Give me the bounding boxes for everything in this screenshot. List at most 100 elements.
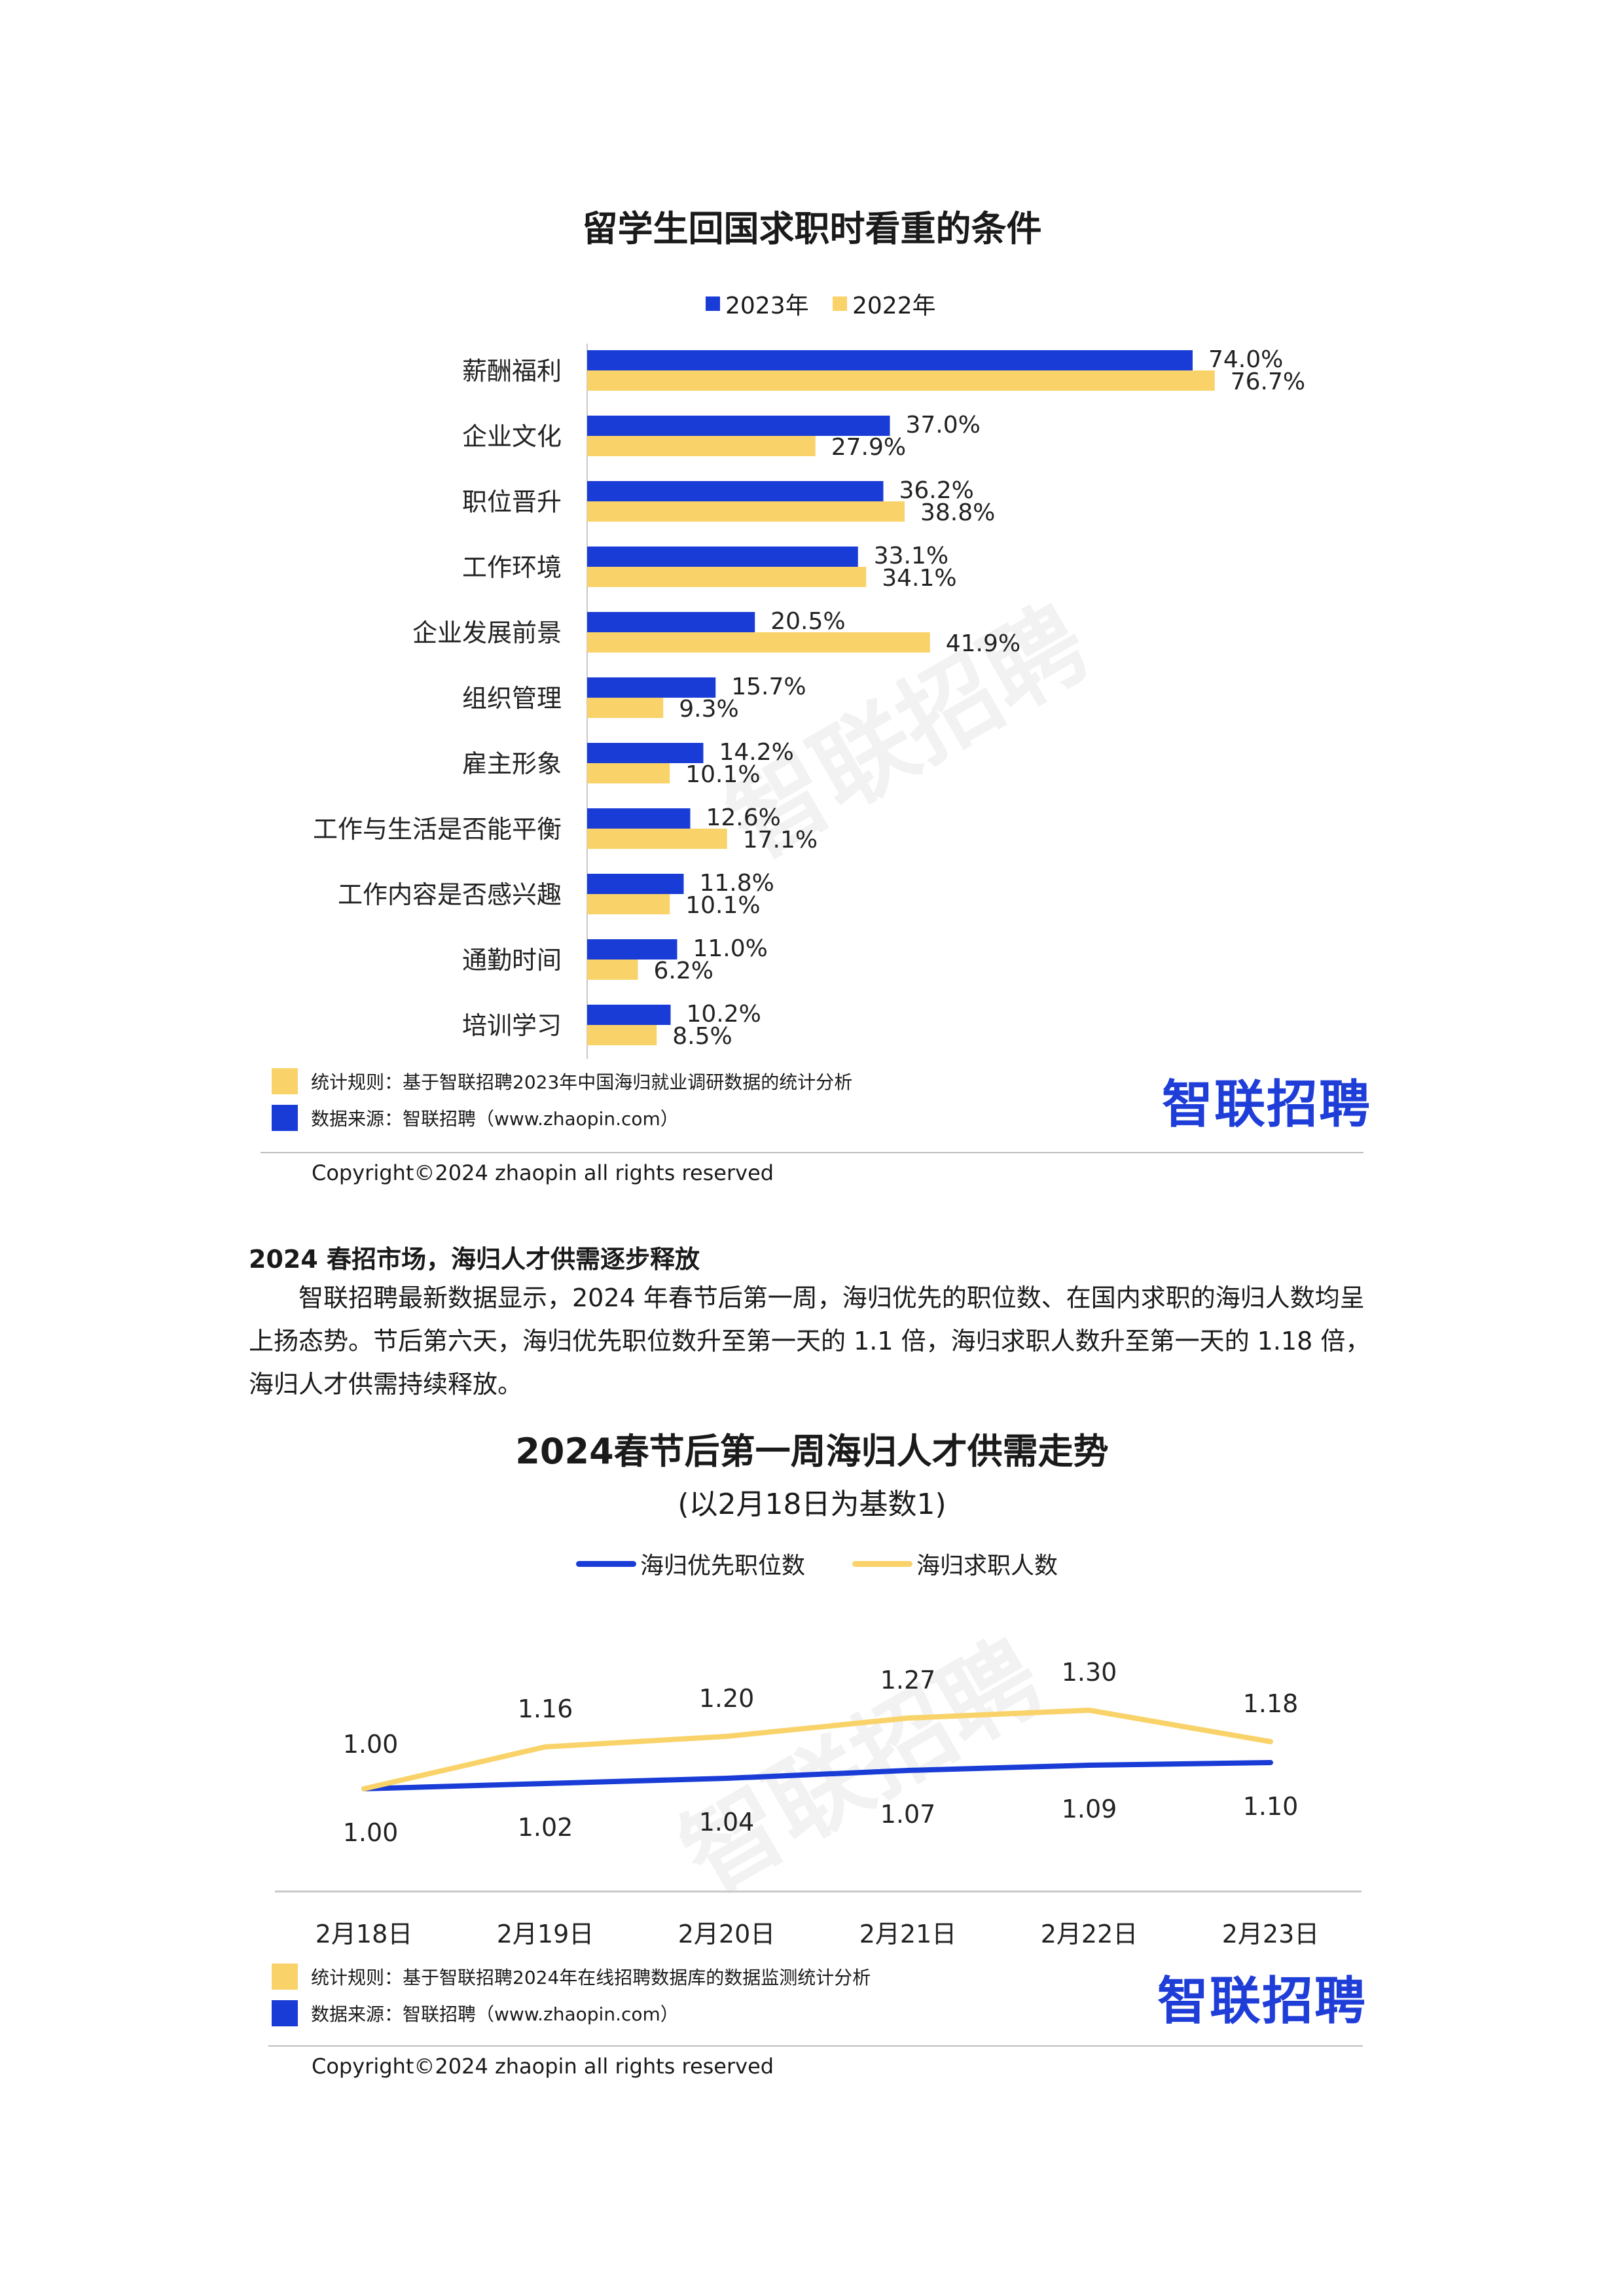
rule-note-text: 统计规则：基于智联招聘2023年中国海归就业调研数据的统计分析: [311, 1071, 853, 1093]
category-label: 工作环境: [462, 553, 562, 582]
x-tick-label: 2月18日: [316, 1920, 413, 1948]
line-jobs: [361, 1760, 1273, 1791]
value-label-2022: 8.5%: [672, 1023, 732, 1050]
data-label-jobs: 1.00: [343, 1818, 399, 1847]
bar-2022: [587, 1025, 657, 1045]
value-label-2022: 38.8%: [920, 499, 995, 526]
source-note-swatch: [272, 1105, 298, 1131]
value-label-2022: 10.1%: [685, 761, 760, 788]
brand-logo: 智联招聘: [1157, 1972, 1367, 2031]
bar-2023: [587, 808, 691, 829]
bar-2022: [587, 567, 867, 587]
category-label: 组织管理: [462, 684, 562, 713]
bar-2022: [587, 829, 727, 849]
category-label: 工作内容是否感兴趣: [338, 880, 562, 909]
rule-note-text: 统计规则：基于智联招聘2024年在线招聘数据库的数据监测统计分析: [311, 1967, 871, 1988]
legend-swatch-jobs: [576, 1560, 636, 1567]
source-note: 数据来源：智联招聘（www.zhaopin.com）: [272, 2000, 679, 2026]
line-seekers: [361, 1708, 1273, 1791]
value-label-2023: 36.2%: [899, 477, 974, 504]
rule-note: 统计规则：基于智联招聘2023年中国海归就业调研数据的统计分析: [272, 1068, 852, 1094]
section-heading: 2024 春招市场，海归人才供需逐步释放: [249, 1245, 700, 1274]
category-label: 工作与生活是否能平衡: [313, 815, 562, 844]
copyright: Copyright©2024 zhaopin all rights reserv…: [312, 1160, 774, 1185]
category-label: 薪酬福利: [462, 357, 562, 386]
bar-2022: [587, 698, 664, 718]
legend-jobs: 海归优先职位数: [576, 1547, 805, 1581]
legend-label-seekers: 海归求职人数: [916, 1552, 1058, 1579]
bar-2023: [587, 939, 677, 960]
legend-swatch-2022: [833, 296, 847, 311]
rule-note-swatch: [272, 1964, 298, 1990]
bar-2022: [587, 632, 930, 653]
data-label-seekers: 1.27: [880, 1666, 936, 1695]
legend-seekers: 海归求职人数: [852, 1547, 1058, 1581]
value-label-2023: 14.2%: [719, 739, 794, 766]
divider-line: [261, 1152, 1363, 1153]
value-label-2023: 37.0%: [906, 412, 981, 439]
value-label-2023: 33.1%: [874, 543, 948, 569]
bar-2023: [587, 350, 1193, 370]
value-label-2022: 9.3%: [679, 696, 738, 723]
category-label: 培训学习: [462, 1011, 562, 1040]
value-label-2023: 12.6%: [706, 804, 781, 831]
data-label-jobs: 1.10: [1243, 1792, 1299, 1821]
legend-label-2023: 2023年: [725, 293, 809, 319]
value-label-2023: 10.2%: [687, 1001, 761, 1028]
category-label: 职位晋升: [462, 488, 562, 516]
x-tick-label: 2月21日: [859, 1920, 957, 1948]
x-tick-label: 2月22日: [1041, 1920, 1138, 1948]
bar-2023: [587, 677, 716, 698]
bar-2023: [587, 547, 858, 567]
bar-chart-title: 留学生回国求职时看重的条件: [582, 208, 1042, 249]
bar-2023: [587, 743, 704, 763]
data-label-jobs: 1.07: [880, 1800, 936, 1829]
bar-2023: [587, 1005, 671, 1025]
value-label-2023: 15.7%: [731, 673, 806, 700]
value-label-2023: 11.0%: [693, 935, 768, 962]
rule-note-swatch: [272, 1068, 298, 1094]
bar-2022: [587, 436, 816, 456]
category-label: 企业文化: [462, 422, 562, 451]
legend-swatch-2023: [706, 296, 720, 311]
x-tick-label: 2月20日: [678, 1920, 776, 1948]
value-label-2023: 20.5%: [770, 608, 845, 635]
value-label-2022: 76.7%: [1231, 368, 1305, 395]
source-note-text: 数据来源：智联招聘（www.zhaopin.com）: [311, 2003, 679, 2025]
bar-2023: [587, 874, 684, 894]
bar-2023: [587, 481, 884, 501]
value-label-2022: 34.1%: [882, 565, 956, 592]
legend-2023: 2023年: [706, 287, 809, 321]
data-label-seekers: 1.00: [343, 1730, 399, 1759]
x-tick-label: 2月23日: [1222, 1920, 1320, 1948]
value-label-2022: 17.1%: [743, 827, 818, 853]
category-label: 雇主形象: [462, 749, 562, 778]
rule-note: 统计规则：基于智联招聘2024年在线招聘数据库的数据监测统计分析: [272, 1964, 871, 1990]
data-label-jobs: 1.04: [699, 1808, 755, 1837]
value-label-2022: 6.2%: [654, 958, 713, 984]
data-label-seekers: 1.20: [699, 1684, 755, 1713]
bar-2022: [587, 501, 905, 522]
x-tick-label: 2月19日: [497, 1920, 594, 1948]
bar-2022: [587, 960, 638, 980]
bar-2022: [587, 894, 670, 914]
value-label-2022: 27.9%: [831, 434, 906, 461]
bar-2023: [587, 612, 755, 632]
line-chart-title: 2024春节后第一周海归人才供需走势: [515, 1431, 1109, 1472]
copyright: Copyright©2024 zhaopin all rights reserv…: [312, 2054, 774, 2079]
bar-chart: 薪酬福利 74.0%76.7% 企业文化 37.0%27.9% 职位晋升 36.2%38.…: [313, 344, 1305, 1059]
brand-logo: 智联招聘: [1162, 1075, 1372, 1134]
source-note-swatch: [272, 2000, 298, 2026]
legend-2022: 2022年: [833, 287, 936, 321]
data-label-seekers: 1.30: [1062, 1658, 1117, 1687]
bar-2023: [587, 416, 890, 436]
data-label-seekers: 1.16: [518, 1695, 573, 1723]
bar-2022: [587, 370, 1215, 391]
category-label: 通勤时间: [462, 946, 562, 975]
bar-2022: [587, 763, 670, 783]
data-label-jobs: 1.02: [518, 1813, 573, 1842]
legend-label-2022: 2022年: [852, 293, 936, 319]
legend-swatch-seekers: [852, 1560, 912, 1567]
value-label-2023: 74.0%: [1208, 346, 1283, 373]
line-chart: 2月18日 2月19日 2月20日 2月21日 2月22日 2月23日 1.00 1.02 1.…: [275, 1658, 1362, 1948]
